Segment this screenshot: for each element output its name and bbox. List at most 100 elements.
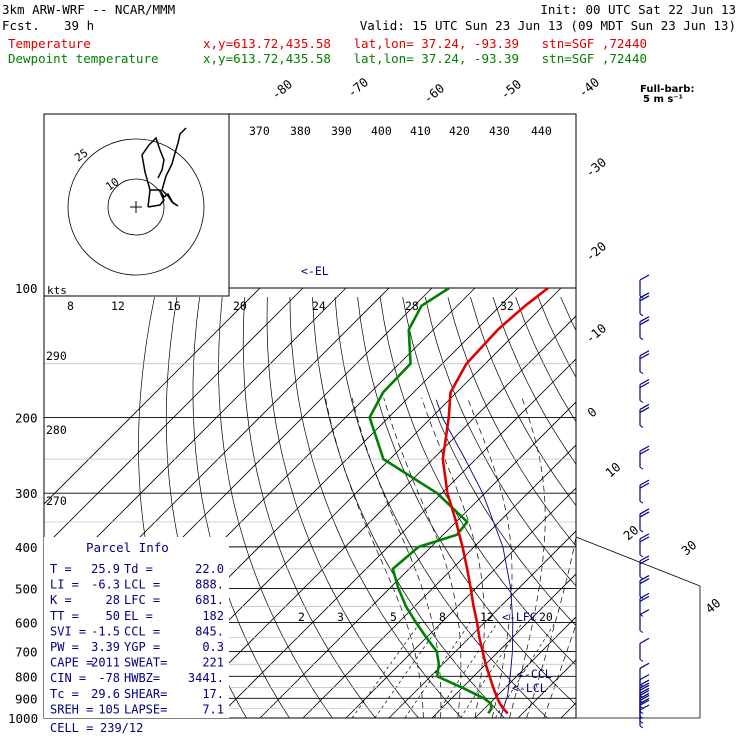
- wind-barb-flag: [639, 704, 650, 711]
- wind-barb: [639, 592, 650, 617]
- wind-barb: [639, 555, 650, 580]
- wind-barb-flag: [639, 381, 650, 389]
- dry-adiabat: [242, 297, 376, 718]
- parcel-info-value: 3.39: [91, 640, 120, 654]
- isotherm-label: -80: [268, 76, 295, 102]
- dry-adiabat: [289, 297, 462, 718]
- dewpoint-line: [368, 286, 493, 715]
- hodograph-ring-inner: [107, 178, 165, 236]
- parcel-info-key: CCL =: [124, 624, 160, 638]
- theta-label: 410: [410, 124, 431, 138]
- valid-time: Valid: 15 UTC Sun 23 Jun 13 (09 MDT Sun …: [359, 18, 736, 33]
- theta-label: 280: [46, 423, 67, 437]
- parcel-info-title: Parcel Info: [86, 540, 169, 555]
- isotherm-label: 30: [678, 537, 699, 558]
- wind-barb-flag: [639, 403, 650, 410]
- isotherm-label: -20: [582, 238, 609, 264]
- dry-adiabat: [651, 297, 740, 727]
- isotherm: [474, 616, 576, 718]
- parcel-info-value: 105: [98, 702, 120, 716]
- wind-barb-foot: [639, 596, 644, 599]
- init-time: Init: 00 UTC Sat 22 Jun 13: [540, 2, 736, 17]
- level-marker: <-EL: [301, 264, 329, 278]
- dry-adiabat: [606, 297, 740, 727]
- parcel-info-value: -78: [98, 671, 120, 685]
- wind-barb-flag: [639, 482, 650, 489]
- parcel-info-key: LI =: [50, 578, 79, 592]
- wind-barb-flag: [639, 699, 650, 706]
- dry-adiabat: [470, 296, 576, 507]
- theta-label: 420: [449, 124, 470, 138]
- wind-barb: [639, 274, 650, 299]
- wind-barb-flag: [639, 578, 650, 585]
- wind-barb: [639, 445, 650, 470]
- moist-adiabat: [383, 397, 462, 718]
- wind-barb-foot: [639, 700, 644, 704]
- thetae-label: 24: [312, 299, 326, 313]
- wind-barb-flag: [639, 274, 650, 281]
- wind-barb-flag: [639, 558, 650, 565]
- pressure-tick-label: 200: [15, 410, 38, 425]
- isotherm-label: 40: [702, 595, 723, 616]
- wind-barb-foot: [639, 720, 644, 724]
- theta-label: 430: [489, 124, 510, 138]
- theta-label: 270: [46, 494, 67, 508]
- isotherm-label: -60: [420, 80, 447, 106]
- isotherm: [560, 702, 576, 718]
- wind-barb-foot: [639, 337, 644, 341]
- isotherm: [604, 288, 740, 718]
- parcel-path: [435, 399, 514, 719]
- temperature-location: x,y=613.72,435.58 lat,lon= 37.24, -93.39…: [203, 36, 648, 51]
- dry-adiabat: [266, 297, 419, 718]
- wind-barb-flag: [639, 508, 650, 515]
- parcel-info-value: 17.: [202, 687, 224, 701]
- wind-barb-flag: [639, 316, 650, 323]
- pressure-tick-label: 100: [15, 281, 38, 296]
- parcel-info-value: 0.3: [202, 640, 224, 654]
- wind-barb-flag: [639, 637, 650, 644]
- wind-barb-flag: [639, 511, 650, 518]
- parcel-info-row: Tc = 29.6 SHEAR= 17.: [50, 687, 224, 701]
- level-marker: <-LCL: [512, 681, 547, 695]
- wind-barb-flag: [639, 406, 650, 413]
- wind-barb-flag: [639, 694, 650, 701]
- parcel-info-key: Td =: [124, 562, 153, 576]
- parcel-info-key: CAPE =: [50, 656, 93, 670]
- wind-barb-foot: [639, 371, 644, 375]
- parcel-info-value: 28: [106, 593, 120, 607]
- pressure-tick-label: 1000: [8, 711, 38, 726]
- isotherm: [44, 287, 261, 505]
- isotherm-label: -40: [575, 74, 602, 100]
- dry-adiabat: [357, 297, 576, 706]
- hodograph: 10 25 kts: [43, 113, 230, 297]
- pressure-tick-label: 700: [15, 644, 38, 659]
- wind-barb: [639, 575, 650, 599]
- wind-barb-flag: [639, 533, 650, 540]
- parcel-info-panel: Parcel Info T = 25.9 Td = 22.0 LI = -6.3 LCL =…: [44, 537, 229, 735]
- parcel-info-key: EL =: [124, 609, 153, 623]
- isotherm-label: 10: [602, 459, 623, 480]
- wind-barb-foot: [639, 705, 644, 709]
- isotherm: [345, 487, 576, 718]
- isotherm: [44, 287, 304, 548]
- mixing-ratio-line: [351, 622, 421, 718]
- wind-barb-foot: [639, 554, 644, 558]
- pressure-tick-label: 800: [15, 669, 38, 684]
- parcel-info-value: -6.3: [91, 578, 120, 592]
- wind-barb: [639, 533, 650, 558]
- dewpoint-location: x,y=613.72,435.58 lat,lon= 37.24, -93.39…: [203, 51, 648, 66]
- wind-barb-flag: [639, 479, 650, 486]
- isotherm-label: 0: [584, 404, 599, 420]
- parcel-info-value: 50: [106, 609, 120, 623]
- wind-barb-foot: [639, 683, 644, 687]
- wind-barb-flag: [639, 609, 650, 616]
- wind-barb-foot: [639, 711, 644, 714]
- plot-frame: [43, 113, 577, 719]
- parcel-info-key: LFC =: [124, 593, 160, 607]
- thetae-label: 8: [67, 299, 74, 313]
- mixing-ratio-label: 12: [480, 610, 494, 624]
- dry-adiabat: [515, 296, 576, 423]
- wind-barb: [639, 508, 650, 533]
